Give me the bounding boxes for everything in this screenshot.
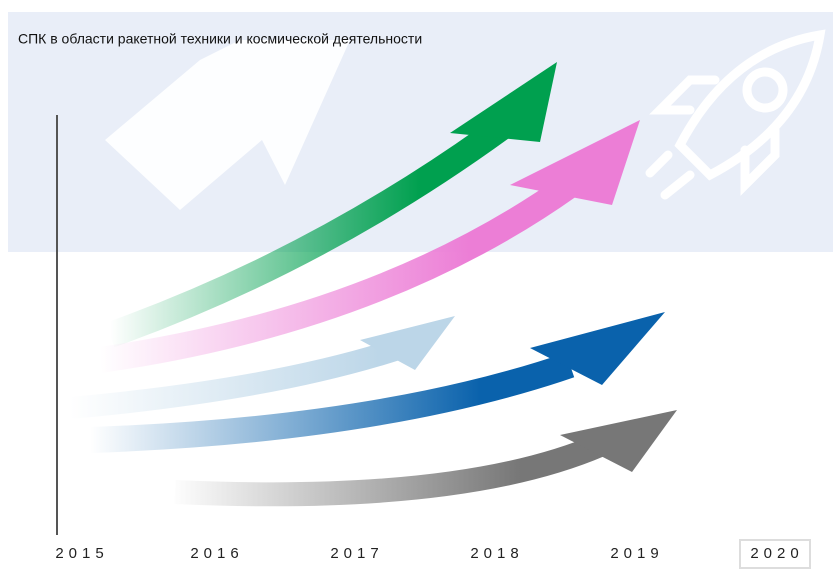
year-label: 2017 xyxy=(330,545,383,562)
current-year-box xyxy=(739,539,811,569)
arrow-pink xyxy=(98,120,640,373)
title: СПК в области ракетной техники и космиче… xyxy=(18,31,422,47)
rocket-icon xyxy=(645,29,826,200)
year-label: 2015 xyxy=(55,545,108,562)
arrow-gray xyxy=(174,410,677,507)
year-label: 2019 xyxy=(610,545,663,562)
arrow-lightblue xyxy=(69,316,455,419)
year-label: 2016 xyxy=(190,545,243,562)
arrow-green xyxy=(105,62,557,348)
arrow-blue xyxy=(89,312,665,453)
year-label: 2018 xyxy=(470,545,523,562)
decor-arrow xyxy=(105,40,350,210)
year-label: 2020 xyxy=(750,545,803,562)
